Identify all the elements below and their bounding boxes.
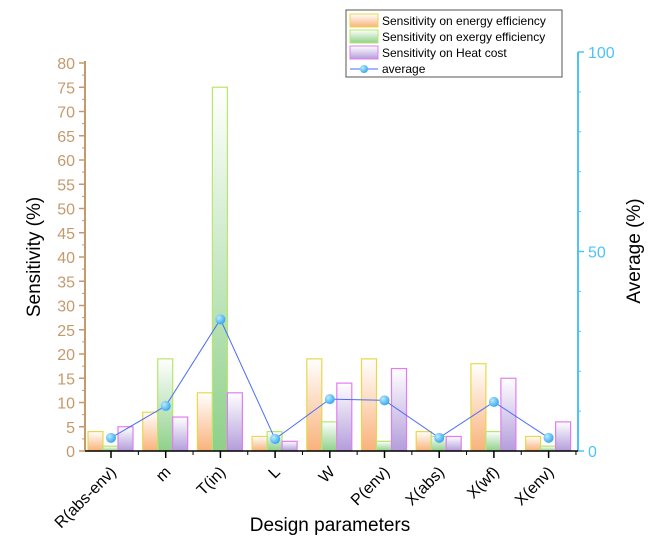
x-tick-label: W — [316, 463, 339, 486]
bar-2-0 — [117, 426, 134, 452]
y-tick-label: 80 — [57, 56, 75, 73]
legend-label: Sensitivity on energy efficiency — [382, 14, 546, 28]
y-tick-label: 20 — [57, 347, 75, 364]
y-tick-label: 70 — [57, 105, 75, 122]
bar-0-2 — [196, 392, 213, 452]
bar-0-6 — [415, 431, 432, 452]
y-tick-label: 55 — [57, 177, 75, 194]
bar-0-8 — [524, 435, 542, 452]
bar-2-1 — [172, 416, 189, 452]
x-tick-label: X(abs) — [403, 464, 448, 509]
x-tick-label: L — [266, 464, 284, 482]
bar-1-5 — [375, 440, 393, 452]
bar-1-7 — [485, 431, 502, 452]
legend-label: Sensitivity on Heat cost — [382, 46, 507, 60]
x-tick-label: X(env) — [512, 464, 557, 509]
legend-marker — [360, 65, 368, 73]
legend-swatch — [349, 13, 379, 28]
bar-1-4 — [321, 421, 338, 452]
average-point — [434, 432, 445, 443]
average-point — [215, 314, 226, 325]
x-tick-label: T(in) — [194, 464, 229, 499]
y-tick-label: 25 — [57, 323, 75, 340]
bar-0-0 — [87, 431, 104, 452]
y-tick-label: 5 — [66, 420, 75, 437]
x-tick-label: m — [153, 464, 174, 485]
legend-label: Sensitivity on exergy efficiency — [382, 30, 545, 44]
bar-0-7 — [470, 363, 487, 452]
bar-2-4 — [336, 382, 353, 452]
x-tick-label: P(env) — [348, 464, 393, 509]
y-axis-label: Sensitivity (%) — [24, 197, 45, 317]
y-tick-label: 35 — [57, 274, 75, 291]
bar-1-2 — [211, 86, 228, 452]
y2-tick-label: 50 — [588, 245, 606, 262]
y-tick-label: 45 — [57, 226, 75, 243]
average-point — [379, 395, 390, 406]
legend-swatch — [349, 29, 379, 44]
average-point — [160, 400, 171, 411]
y-tick-label: 75 — [57, 80, 75, 97]
legend: Sensitivity on energy efficiency Sensitiv… — [345, 9, 563, 78]
legend-label: average — [382, 62, 426, 76]
average-point — [488, 396, 499, 407]
y2-tick-label: 0 — [588, 444, 597, 461]
legend-swatch — [349, 45, 379, 60]
bar-2-2 — [226, 392, 243, 452]
y-tick-label: 50 — [57, 202, 75, 219]
average-point — [543, 432, 554, 443]
bar-2-6 — [445, 435, 462, 452]
bar-0-4 — [306, 358, 323, 452]
x-tick-label: X(wf) — [464, 464, 502, 502]
average-point — [270, 434, 281, 445]
bar-2-8 — [554, 421, 572, 452]
y-tick-label: 60 — [57, 153, 75, 170]
x-axis-label: Design parameters — [250, 515, 411, 536]
y-tick-label: 30 — [57, 299, 75, 316]
average-point — [324, 394, 335, 405]
bar-0-3 — [251, 435, 268, 452]
average-point — [106, 432, 116, 443]
y2-axis-label: Average (%) — [624, 198, 645, 303]
y2-tick-label: 100 — [588, 45, 615, 62]
y-tick-label: 10 — [57, 396, 75, 413]
x-tick-label: R(abs-env) — [52, 464, 120, 532]
y-tick-label: 0 — [66, 444, 75, 461]
y-tick-label: 65 — [57, 129, 75, 146]
bar-2-3 — [281, 440, 298, 452]
y-tick-label: 15 — [57, 371, 75, 388]
bar-0-5 — [360, 358, 378, 452]
y-tick-label: 40 — [57, 250, 75, 267]
